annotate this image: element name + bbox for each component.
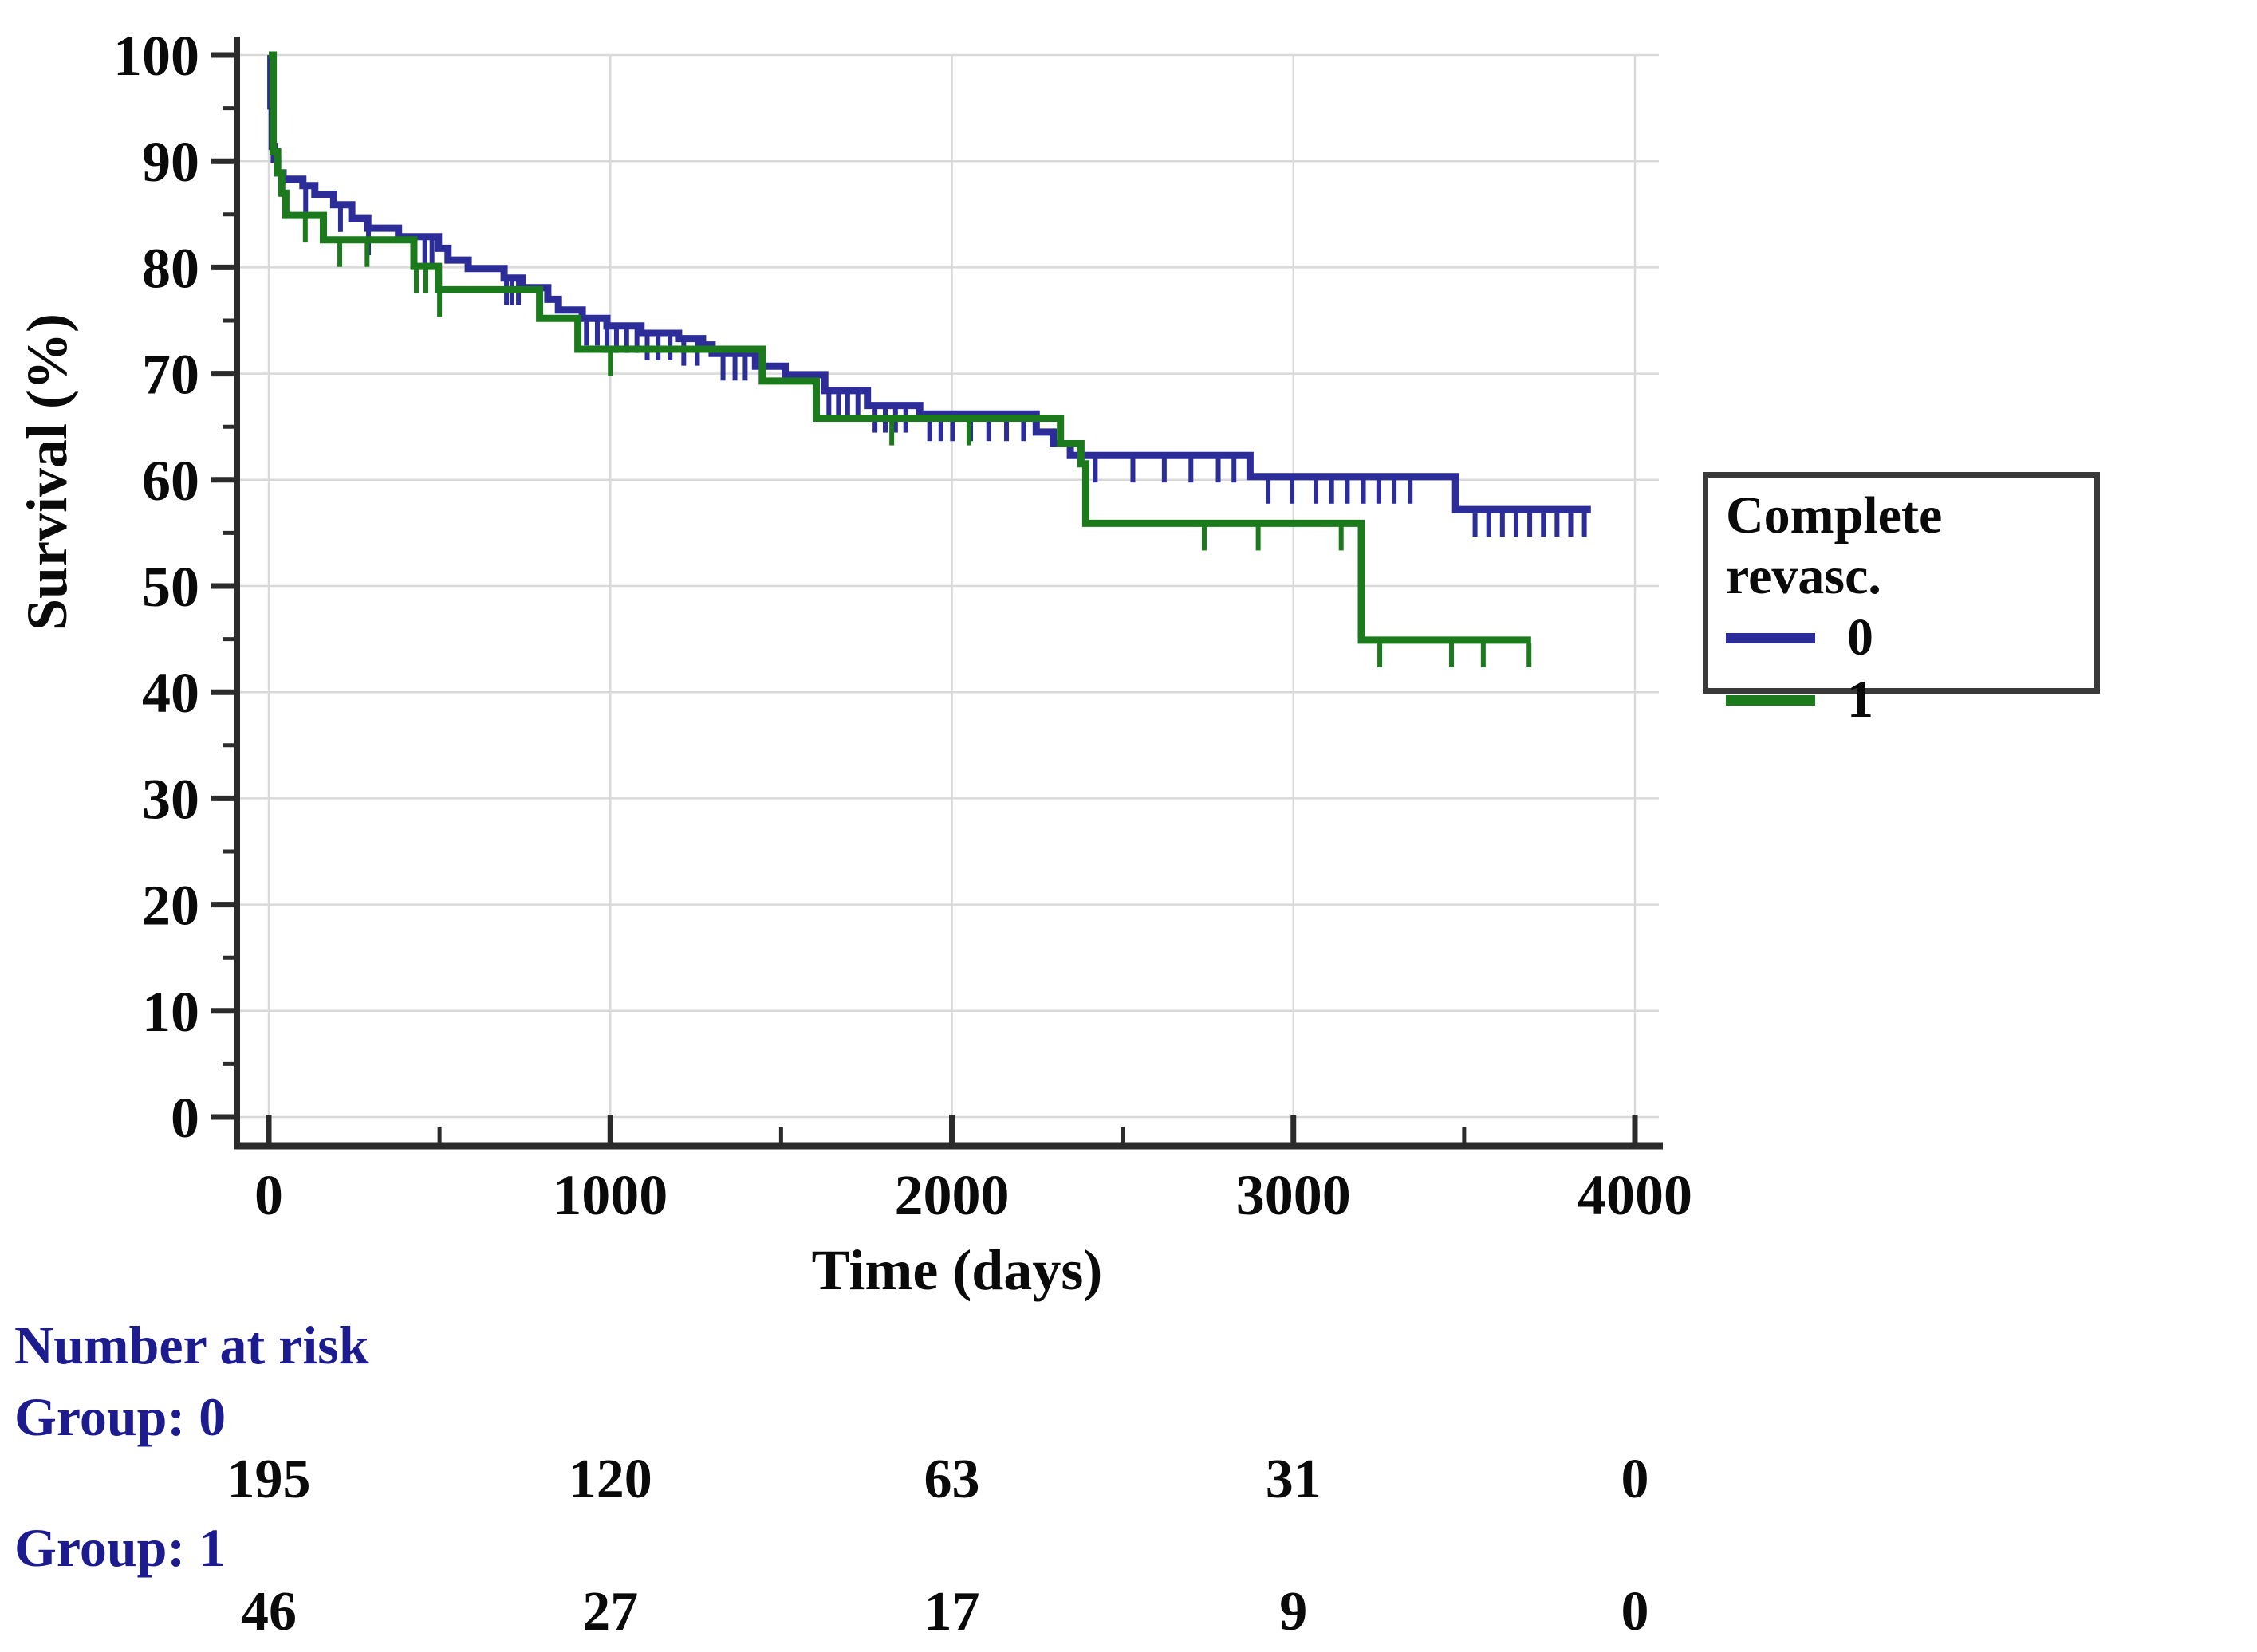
at-risk-count: 0 <box>1621 1581 1649 1642</box>
y-tick-label: 30 <box>142 767 199 831</box>
number-at-risk-header: Number at risk <box>14 1315 369 1375</box>
legend-box: Complete revasc. 0 1 <box>1703 472 2100 729</box>
at-risk-count: 120 <box>568 1449 652 1510</box>
at-risk-count: 9 <box>1279 1581 1308 1642</box>
legend-line-sample-green <box>1726 694 1815 706</box>
y-tick-label: 80 <box>142 236 199 300</box>
legend-entry-label: 1 <box>1847 671 1873 729</box>
legend-line-sample-blue <box>1726 632 1815 643</box>
y-tick-label: 10 <box>142 980 199 1044</box>
at-risk-count: 17 <box>924 1581 980 1642</box>
x-axis-title: Time (days) <box>811 1238 1103 1302</box>
legend-entry-label: 0 <box>1847 608 1873 667</box>
at-risk-group-label-0: Group: 0 <box>14 1386 226 1447</box>
at-risk-count: 195 <box>226 1449 311 1510</box>
at-risk-count: 31 <box>1265 1449 1322 1510</box>
at-risk-group-label-1: Group: 1 <box>14 1517 226 1578</box>
x-tick-label: 0 <box>254 1163 283 1227</box>
x-tick-label: 1000 <box>553 1163 668 1227</box>
y-tick-label: 90 <box>142 130 199 194</box>
x-tick-label: 3000 <box>1236 1163 1351 1227</box>
legend-entry-group-1: 1 <box>1726 669 2094 731</box>
at-risk-count: 63 <box>924 1449 980 1510</box>
x-tick-label: 4000 <box>1578 1163 1692 1227</box>
y-tick-label: 60 <box>142 449 199 513</box>
at-risk-count: 27 <box>582 1581 639 1642</box>
survival-curve-group-0 <box>267 51 1591 513</box>
y-tick-label: 20 <box>142 874 199 938</box>
y-tick-label: 40 <box>142 661 199 725</box>
y-tick-label: 50 <box>142 555 199 619</box>
at-risk-count: 46 <box>241 1581 297 1642</box>
survival-curve-group-1 <box>269 51 1531 644</box>
y-tick-label: 0 <box>171 1086 199 1150</box>
y-tick-label: 70 <box>142 343 199 407</box>
x-tick-label: 2000 <box>895 1163 1010 1227</box>
at-risk-count: 0 <box>1621 1449 1649 1510</box>
legend-entry-group-0: 0 <box>1726 607 2094 669</box>
legend-title: Complete revasc. <box>1726 486 1943 605</box>
y-axis-title: Survival (%) <box>15 313 79 631</box>
y-tick-label: 100 <box>113 24 199 88</box>
